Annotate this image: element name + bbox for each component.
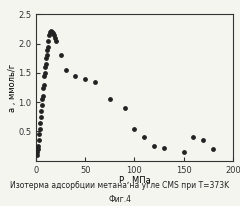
Point — [46, 39, 50, 42]
Point — [44, 57, 48, 60]
Point — [132, 127, 136, 130]
Point — [182, 150, 186, 153]
Point — [108, 98, 112, 101]
Point — [38, 121, 42, 124]
Point — [51, 32, 55, 35]
Point — [40, 103, 44, 107]
Point — [39, 115, 43, 118]
Point — [42, 83, 46, 86]
Point — [48, 30, 52, 34]
Point — [211, 147, 215, 151]
Point — [54, 39, 58, 42]
Point — [37, 139, 41, 142]
Point — [40, 98, 44, 101]
Point — [49, 29, 53, 33]
Point — [59, 54, 62, 57]
Text: Фиг.4: Фиг.4 — [108, 195, 132, 204]
Point — [38, 127, 42, 130]
Point — [162, 146, 166, 150]
Point — [142, 136, 146, 139]
Point — [45, 48, 49, 51]
Point — [45, 54, 49, 57]
Point — [152, 144, 156, 148]
Point — [83, 77, 87, 80]
Point — [64, 68, 67, 72]
Point — [39, 109, 43, 113]
Point — [47, 33, 51, 36]
Point — [93, 80, 97, 83]
Point — [46, 45, 50, 48]
Point — [192, 136, 195, 139]
Point — [42, 74, 46, 77]
Point — [123, 106, 126, 110]
Point — [43, 66, 47, 69]
X-axis label: P , МПа: P , МПа — [119, 176, 150, 185]
Point — [53, 36, 57, 40]
Point — [52, 33, 56, 36]
Point — [35, 153, 39, 157]
Point — [37, 133, 41, 136]
Point — [50, 30, 54, 34]
Point — [44, 62, 48, 66]
Point — [41, 95, 45, 98]
Point — [43, 71, 47, 75]
Point — [41, 86, 45, 89]
Point — [73, 74, 77, 77]
Y-axis label: a , ммоль/г: a , ммоль/г — [8, 63, 17, 112]
Point — [201, 139, 205, 142]
Point — [36, 144, 40, 148]
Point — [36, 147, 40, 151]
Text: Изотерма адсорбции метана на угле CMS при T=373K: Изотерма адсорбции метана на угле CMS пр… — [10, 181, 230, 190]
Point — [35, 150, 39, 153]
